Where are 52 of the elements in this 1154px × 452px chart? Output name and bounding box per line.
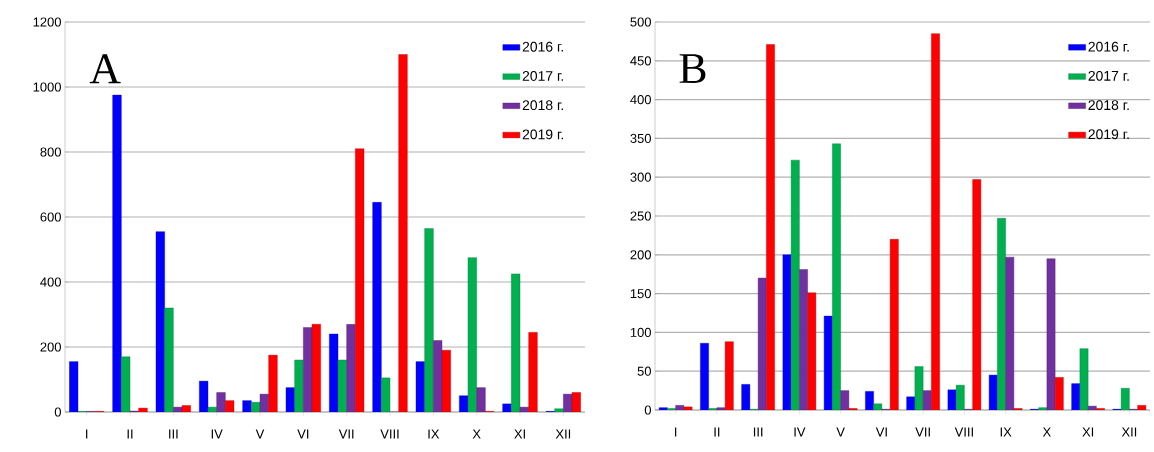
- x-tick-label: XII: [1121, 427, 1137, 437]
- y-tick-label: 600: [40, 212, 61, 222]
- legend-label: 2017 г.: [522, 70, 563, 81]
- y-tick-label: 0: [54, 407, 61, 417]
- x-tick-label: VI: [297, 429, 309, 439]
- y-tick-label: 0: [644, 405, 651, 415]
- y-tick-label: 200: [630, 250, 651, 260]
- legend-label: 2019 г.: [522, 129, 563, 140]
- y-tick-label: 150: [630, 289, 651, 299]
- legend-label: 2016 г.: [522, 41, 563, 52]
- legend-label: 2018 г.: [522, 100, 563, 111]
- x-tick-label: VI: [875, 427, 887, 437]
- x-tick-label: IV: [211, 429, 223, 439]
- x-tick-label: III: [753, 427, 763, 437]
- x-tick-label: X: [1042, 427, 1051, 437]
- x-tick-label: VII: [915, 427, 930, 437]
- x-tick-label: X: [472, 429, 481, 439]
- y-tick-label: 800: [40, 147, 61, 157]
- y-tick-label: 50: [637, 366, 651, 376]
- x-tick-label: XI: [1082, 427, 1094, 437]
- x-tick-label: IX: [428, 429, 440, 439]
- legend-label: 2017 г.: [1088, 70, 1129, 81]
- legend-label: 2016 г.: [1088, 41, 1129, 52]
- y-tick-label: 400: [630, 95, 651, 105]
- annotation: B: [679, 54, 706, 83]
- legend-label: 2019 г.: [1088, 129, 1129, 140]
- y-tick-label: 500: [630, 17, 651, 27]
- y-tick-label: 1000: [33, 82, 61, 92]
- x-tick-label: VII: [338, 429, 354, 439]
- y-tick-label: 200: [40, 342, 61, 352]
- y-tick-label: 300: [630, 172, 651, 182]
- x-tick-label: XII: [555, 429, 571, 439]
- legend-label: 2018 г.: [1088, 100, 1129, 111]
- x-tick-label: IX: [1000, 427, 1012, 437]
- x-tick-label: IV: [794, 427, 806, 437]
- x-tick-label: V: [255, 429, 265, 439]
- x-tick-label: III: [169, 429, 178, 439]
- x-tick-label: II: [127, 429, 133, 439]
- x-tick-label: XI: [514, 429, 525, 439]
- y-tick-label: 450: [630, 56, 651, 66]
- y-tick-label: 400: [40, 277, 61, 287]
- y-tick-label: 350: [630, 133, 651, 143]
- x-tick-label: I: [86, 429, 88, 439]
- y-tick-label: 100: [630, 327, 651, 337]
- x-tick-label: I: [675, 427, 677, 437]
- annotation: A: [89, 54, 121, 84]
- y-tick-label: 250: [630, 211, 651, 221]
- x-tick-label: V: [836, 427, 845, 437]
- x-tick-label: II: [714, 427, 720, 437]
- y-tick-label: 1200: [33, 17, 61, 27]
- x-tick-label: VIII: [954, 427, 973, 437]
- x-tick-label: VIII: [380, 429, 399, 439]
